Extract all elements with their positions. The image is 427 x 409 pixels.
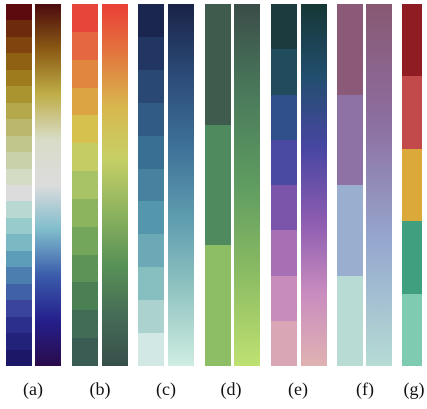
color-swatch bbox=[138, 201, 164, 234]
color-swatch bbox=[72, 143, 98, 171]
discrete-colormap-a bbox=[6, 4, 32, 366]
discrete-colormap-g bbox=[402, 4, 422, 366]
color-swatch bbox=[337, 95, 363, 185]
color-swatch bbox=[271, 185, 297, 230]
color-swatch bbox=[138, 169, 164, 201]
discrete-colormap-d bbox=[205, 4, 231, 366]
continuous-colormap-a bbox=[35, 4, 61, 366]
color-swatch bbox=[6, 300, 32, 317]
color-swatch bbox=[72, 338, 98, 366]
color-swatch bbox=[72, 227, 98, 255]
color-swatch bbox=[72, 32, 98, 60]
color-swatch bbox=[138, 234, 164, 267]
color-swatch bbox=[6, 103, 32, 119]
color-swatch bbox=[72, 199, 98, 227]
panel-label-d: (d) bbox=[220, 379, 242, 399]
color-swatch bbox=[138, 70, 164, 103]
color-swatch bbox=[271, 140, 297, 185]
color-swatch bbox=[6, 218, 32, 234]
continuous-colormap-b bbox=[102, 4, 128, 366]
continuous-colormap-c bbox=[168, 4, 194, 366]
color-swatch bbox=[6, 53, 32, 70]
color-swatch bbox=[6, 317, 32, 333]
panel-label-c: (c) bbox=[156, 379, 176, 399]
discrete-colormap-b bbox=[72, 4, 98, 366]
discrete-colormap-f bbox=[337, 4, 363, 366]
color-swatch bbox=[271, 230, 297, 276]
color-swatch bbox=[72, 282, 98, 310]
color-swatch bbox=[271, 4, 297, 49]
color-swatch bbox=[205, 4, 231, 125]
color-swatch bbox=[6, 4, 32, 20]
panel-label-a: (a) bbox=[23, 379, 43, 399]
color-swatch bbox=[402, 76, 422, 149]
color-swatch bbox=[72, 310, 98, 338]
color-swatch bbox=[72, 171, 98, 199]
color-swatch bbox=[138, 4, 164, 37]
color-swatch bbox=[6, 20, 32, 37]
color-swatch bbox=[138, 37, 164, 70]
color-swatch bbox=[6, 350, 32, 366]
discrete-colormap-e bbox=[271, 4, 297, 366]
color-swatch bbox=[402, 221, 422, 294]
color-swatch bbox=[6, 169, 32, 185]
color-swatch bbox=[6, 284, 32, 300]
color-swatch bbox=[402, 294, 422, 366]
discrete-colormap-c bbox=[138, 4, 164, 366]
color-swatch bbox=[271, 321, 297, 366]
color-swatch bbox=[6, 251, 32, 267]
panel-label-f: (f) bbox=[356, 379, 374, 399]
color-swatch bbox=[72, 88, 98, 115]
color-swatch bbox=[72, 60, 98, 88]
color-swatch bbox=[6, 86, 32, 103]
color-swatch bbox=[6, 37, 32, 53]
continuous-colormap-e bbox=[301, 4, 327, 366]
color-swatch bbox=[271, 49, 297, 95]
color-swatch bbox=[402, 4, 422, 76]
color-swatch bbox=[138, 333, 164, 366]
panel-label-b: (b) bbox=[89, 379, 111, 399]
color-swatch bbox=[6, 267, 32, 284]
color-swatch bbox=[72, 255, 98, 282]
continuous-colormap-f bbox=[366, 4, 392, 366]
color-swatch bbox=[402, 149, 422, 221]
color-swatch bbox=[6, 201, 32, 218]
panel-label-e: (e) bbox=[288, 379, 308, 399]
color-swatch bbox=[337, 276, 363, 366]
color-swatch bbox=[271, 95, 297, 140]
color-swatch bbox=[6, 119, 32, 136]
color-swatch bbox=[6, 333, 32, 350]
continuous-colormap-d bbox=[234, 4, 260, 366]
color-swatch bbox=[205, 245, 231, 366]
color-swatch bbox=[72, 115, 98, 143]
color-swatch bbox=[205, 125, 231, 245]
color-swatch bbox=[337, 185, 363, 276]
color-swatch bbox=[138, 267, 164, 300]
color-swatch bbox=[6, 152, 32, 169]
color-swatch bbox=[271, 276, 297, 321]
panel-label-g: (g) bbox=[403, 379, 425, 399]
color-swatch bbox=[138, 103, 164, 136]
color-swatch bbox=[6, 185, 32, 201]
color-swatch bbox=[6, 136, 32, 152]
color-swatch bbox=[138, 136, 164, 169]
color-swatch bbox=[72, 4, 98, 32]
color-swatch bbox=[6, 234, 32, 251]
color-swatch bbox=[337, 4, 363, 95]
color-swatch bbox=[138, 300, 164, 333]
color-swatch bbox=[6, 70, 32, 86]
